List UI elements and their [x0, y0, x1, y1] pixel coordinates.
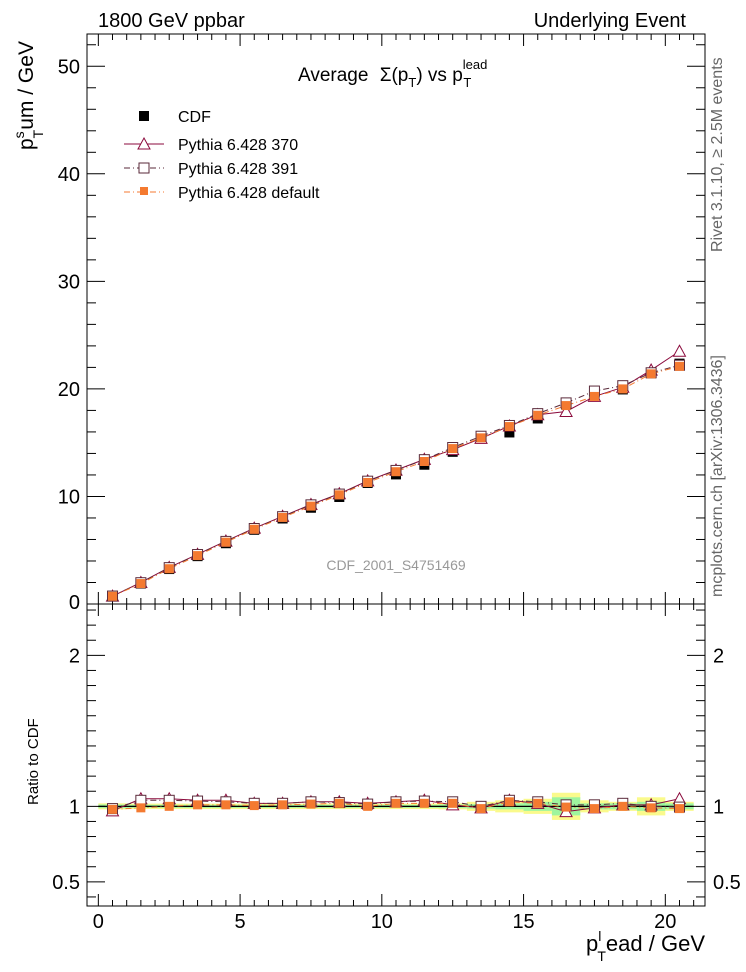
top-y-tick-label: 30 — [58, 271, 80, 293]
top-y-tick-label: 20 — [58, 379, 80, 401]
top-y-tick-label: 0 — [69, 592, 80, 614]
header-left-label: 1800 GeV ppbar — [98, 10, 245, 32]
top-point-pythia-default — [646, 369, 656, 379]
top-point-pythia-default — [618, 384, 628, 394]
top-point-pythia-default — [193, 551, 203, 561]
ratio-point-pythia-default — [674, 804, 684, 814]
bottom-y-tick-label-right: 0.5 — [713, 872, 741, 894]
xlabel: pl Tead / GeV — [586, 928, 705, 964]
top-point-pythia-default — [448, 444, 458, 454]
ratio-point-pythia-default — [589, 804, 599, 814]
ratio-point-pythia-default — [504, 797, 514, 807]
x-tick-label: 15 — [512, 911, 534, 933]
top-y-tick-label: 10 — [58, 486, 80, 508]
legend: CDF Pythia 6.428 370 Pythia 6.428 391 Py… — [124, 109, 320, 202]
legend-label-cdf: CDF — [178, 109, 211, 126]
ratio-point-pythia-default — [363, 801, 373, 811]
legend-label-370: Pythia 6.428 370 — [178, 137, 298, 154]
top-point-pythia-default — [164, 564, 174, 574]
top-point-pythia-default — [249, 524, 259, 534]
x-tick-label: 0 — [93, 911, 104, 933]
ratio-line-pythia-391 — [112, 799, 680, 810]
top-point-pythia-370 — [672, 344, 687, 357]
top-point-pythia-default — [278, 512, 288, 522]
ratio-point-pythia-default — [164, 801, 174, 811]
ratio-point-pythia-default — [476, 804, 486, 814]
title-sup: lead — [463, 57, 488, 72]
ratio-point-pythia-default — [334, 798, 344, 808]
title-close: ) vs p — [416, 65, 462, 86]
legend-label-391: Pythia 6.428 391 — [178, 161, 298, 178]
ratio-point-pythia-default — [193, 800, 203, 810]
ratio-point-pythia-default — [561, 802, 571, 812]
top-point-pythia-370 — [559, 404, 573, 417]
plot-title: Average Σ(pT) vs plead T — [298, 57, 487, 90]
bottom-frame — [86, 603, 706, 907]
top-point-pythia-default — [221, 537, 231, 547]
side-label-bottom: mcplots.cern.ch [arXiv:1306.3436] — [709, 355, 726, 597]
side-label-top: Rivet 3.1.10, ≥ 2.5M events — [709, 57, 726, 252]
top-line-pythia-391 — [112, 364, 680, 597]
top-line-pythia-default — [112, 365, 680, 597]
top-point-pythia-default — [504, 422, 514, 432]
legend-marker-370 — [137, 136, 151, 150]
bottom-ylabel: Ratio to CDF — [25, 718, 42, 805]
bottom-y-tick-label-right: 1 — [713, 796, 724, 818]
title-sigma: Σ(p — [380, 65, 409, 86]
x-tick-label: 5 — [235, 911, 246, 933]
ratio-line-pythia-default — [112, 801, 680, 810]
top-point-pythia-default — [136, 579, 146, 589]
x-tick-label: 20 — [654, 911, 676, 933]
top-point-pythia-default — [674, 361, 684, 371]
bottom-y-tick-label-right: 2 — [713, 645, 724, 667]
top-point-pythia-default — [334, 490, 344, 500]
x-tick-label: 10 — [371, 911, 393, 933]
ratio-point-pythia-default — [108, 804, 118, 814]
ratio-point-pythia-default — [391, 798, 401, 808]
ratio-point-pythia-default — [448, 798, 458, 808]
ratio-point-pythia-default — [249, 801, 259, 811]
top-point-pythia-default — [391, 467, 401, 477]
bottom-y-tick-label-left: 2 — [69, 645, 80, 667]
top-ylabel: ps Tum / GeV — [11, 41, 46, 150]
top-point-pythia-default — [419, 457, 429, 466]
bottom-y-tick-label-left: 0.5 — [52, 872, 80, 894]
top-point-cdf — [504, 427, 515, 438]
ratio-point-pythia-default — [618, 801, 628, 811]
legend-marker-default — [140, 187, 148, 195]
ratio-point-pythia-default — [646, 803, 656, 813]
header-right-label: Underlying Event — [534, 10, 687, 32]
watermark: CDF_2001_S4751469 — [326, 557, 466, 573]
bottom-y-tick-label-left: 1 — [69, 796, 80, 818]
ratio-point-pythia-default — [306, 799, 316, 809]
legend-marker-cdf — [139, 111, 149, 121]
top-point-pythia-default — [306, 501, 316, 511]
title-main: Average — [298, 65, 368, 86]
ratio-point-pythia-default — [221, 800, 231, 810]
title-sub2: T — [463, 75, 471, 90]
ratio-point-pythia-default — [278, 800, 288, 810]
top-y-tick-label: 40 — [58, 164, 80, 186]
title-sub: T — [408, 75, 416, 90]
top-point-pythia-default — [589, 391, 599, 401]
ratio-point-pythia-default — [136, 803, 146, 813]
top-point-pythia-default — [363, 477, 373, 487]
top-point-pythia-default — [476, 433, 486, 443]
top-point-pythia-default — [108, 591, 118, 601]
top-point-pythia-default — [561, 401, 571, 411]
legend-label-default: Pythia 6.428 default — [178, 185, 320, 202]
top-y-tick-label: 50 — [58, 56, 80, 78]
ratio-point-pythia-default — [419, 798, 429, 808]
legend-marker-391 — [138, 162, 150, 174]
top-point-pythia-default — [533, 410, 543, 420]
ratio-point-pythia-default — [533, 798, 543, 808]
